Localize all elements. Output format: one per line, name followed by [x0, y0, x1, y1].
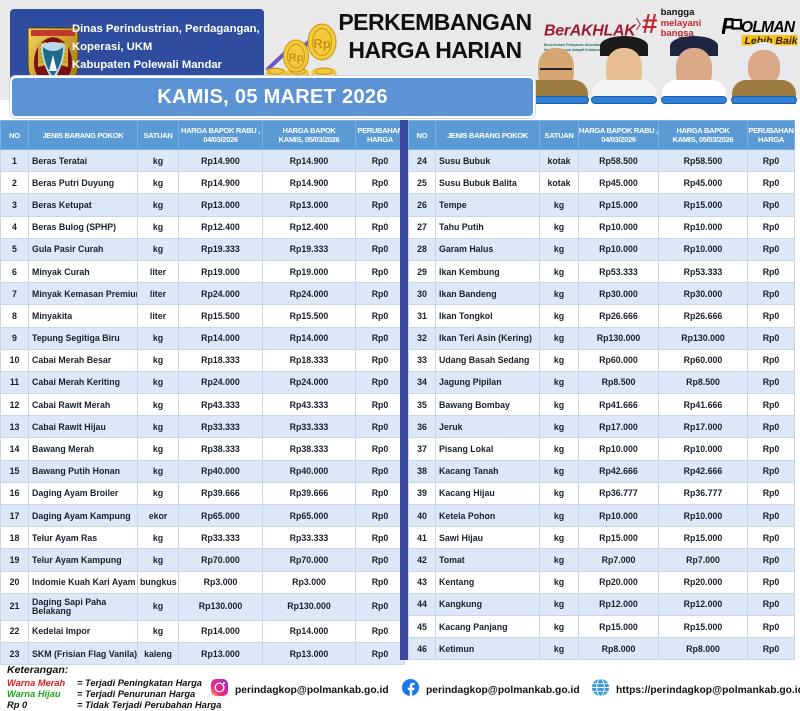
svg-text:Rp: Rp [289, 52, 304, 64]
